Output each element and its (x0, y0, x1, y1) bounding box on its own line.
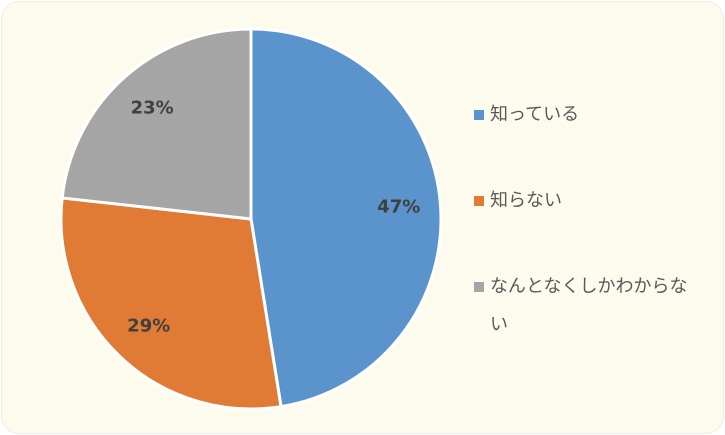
legend-swatch (474, 282, 484, 292)
pie-slice (60, 27, 253, 221)
legend-item: なんとなくしかわからない (474, 268, 696, 344)
legend-swatch (474, 110, 484, 120)
data-label: 23% (131, 98, 174, 119)
pie-slice (249, 27, 443, 409)
data-label: 47% (377, 196, 420, 217)
legend-item: 知らない (474, 182, 696, 220)
legend-label: 知っている (490, 104, 580, 125)
legend-swatch (474, 196, 484, 206)
legend-item: 知っている (474, 96, 696, 134)
legend-label: なんとなくしかわからない (490, 276, 688, 335)
pie-slice (59, 196, 283, 411)
data-label: 29% (127, 315, 170, 336)
legend-label: 知らない (490, 190, 562, 211)
